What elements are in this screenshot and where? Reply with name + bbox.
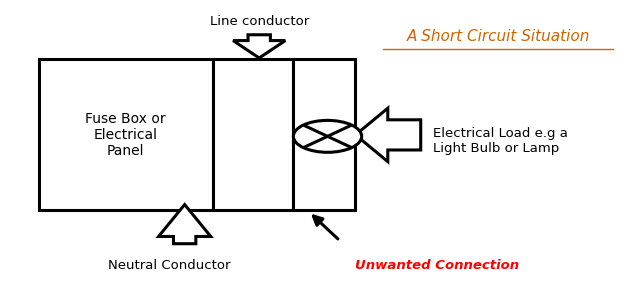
Text: Line conductor: Line conductor <box>210 15 309 28</box>
Text: A Short Circuit Situation: A Short Circuit Situation <box>407 29 590 44</box>
Text: Unwanted Connection: Unwanted Connection <box>356 259 520 272</box>
Circle shape <box>293 120 362 152</box>
Bar <box>293 59 356 210</box>
Bar <box>39 59 213 210</box>
Polygon shape <box>158 205 211 244</box>
Text: Neutral Conductor: Neutral Conductor <box>108 259 230 272</box>
Bar <box>213 59 293 210</box>
Polygon shape <box>233 35 285 58</box>
Polygon shape <box>356 108 421 162</box>
Text: Electrical Load e.g a
Light Bulb or Lamp: Electrical Load e.g a Light Bulb or Lamp <box>433 127 568 155</box>
Text: Fuse Box or
Electrical
Panel: Fuse Box or Electrical Panel <box>85 112 166 158</box>
